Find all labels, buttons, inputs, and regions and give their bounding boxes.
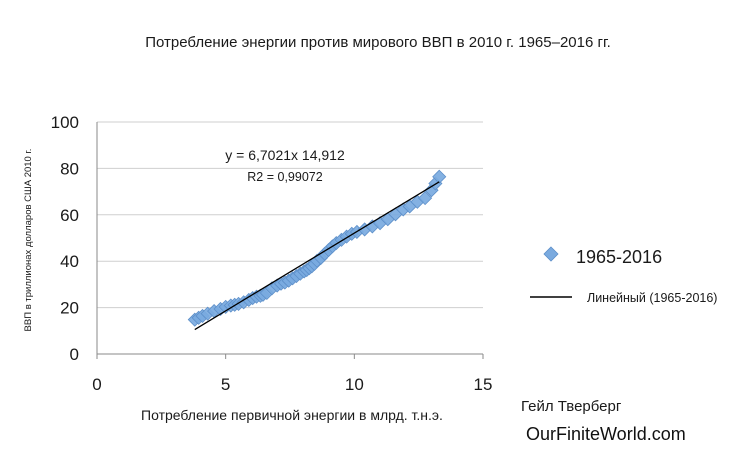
data-point-48: [418, 191, 433, 206]
trendline-equation: y = 6,7021x 14,912: [225, 147, 345, 163]
author-credit: Гейл Тверберг: [521, 398, 622, 415]
y-tick-label-4: 80: [60, 159, 79, 178]
x-tick-label-1: 5: [221, 375, 230, 394]
y-tick-label-2: 40: [60, 252, 79, 271]
data-point-51: [432, 169, 447, 184]
x-axis-label: Потребление первичной энергии в млрд. т.…: [141, 407, 443, 423]
trendline-r2: R2 = 0,99072: [247, 170, 322, 184]
x-tick-label-2: 10: [345, 375, 364, 394]
trendline: [194, 181, 440, 331]
y-axis-label: ВВП в триллионах долларов США 2010 г.: [23, 149, 34, 332]
axes: [96, 122, 484, 359]
gridlines: [97, 121, 483, 309]
y-tick-labels: 0 20 40 60 80 100: [51, 113, 79, 364]
y-tick-label-5: 100: [51, 113, 79, 132]
legend-entry-trendline: Линейный (1965-2016): [587, 291, 717, 305]
y-tick-label-3: 60: [60, 206, 79, 225]
chart-title: Потребление энергии против мирового ВВП …: [145, 34, 611, 51]
y-tick-label-1: 20: [60, 299, 79, 318]
legend-diamond-marker: [543, 246, 559, 262]
x-tick-label-0: 0: [92, 375, 101, 394]
x-tick-labels: 0 5 10 15: [92, 375, 492, 394]
site-credit: OurFiniteWorld.com: [526, 424, 686, 444]
y-tick-label-0: 0: [70, 345, 79, 364]
legend: 1965-2016 Линейный (1965-2016): [530, 246, 717, 305]
scatter-points: [187, 169, 447, 327]
legend-entry-series: 1965-2016: [576, 247, 662, 267]
x-tick-label-3: 15: [474, 375, 493, 394]
